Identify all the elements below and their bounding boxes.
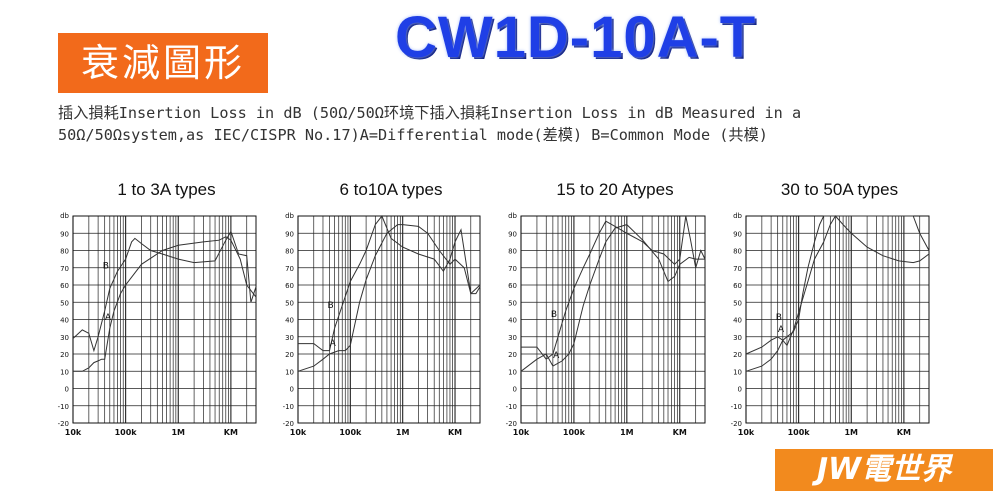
y-tick-label: 50 <box>733 299 742 307</box>
y-tick-label: 60 <box>508 282 517 290</box>
series-line-b <box>745 215 930 355</box>
series-label-a: A <box>105 313 112 323</box>
x-tick-label: KM <box>673 428 687 437</box>
y-tick-label: 10 <box>285 368 294 376</box>
y-tick-label: 30 <box>508 334 517 342</box>
plot-frame <box>297 215 481 424</box>
y-tick-label: -20 <box>283 420 294 428</box>
y-tick-label: 0 <box>65 386 69 394</box>
series-label-b: B <box>551 310 557 320</box>
y-tick-label: 80 <box>733 248 742 256</box>
x-tick-label: 10k <box>513 428 530 437</box>
x-tick-label: 100k <box>115 428 138 437</box>
y-tick-label: 60 <box>733 282 742 290</box>
chart-title-4: 30 to 50A types <box>781 180 898 199</box>
y-tick-label: -10 <box>58 403 69 411</box>
y-tick-label: 50 <box>508 299 517 307</box>
y-tick-label: 40 <box>508 317 517 325</box>
y-tick-label: 90 <box>285 230 294 238</box>
series-label-b: B <box>776 313 782 323</box>
y-tick-label: 80 <box>285 248 294 256</box>
description-line-1: 插入損耗Insertion Loss in dB (50Ω/50Ω环境下插入損耗… <box>58 104 802 122</box>
y-tick-label: 50 <box>285 299 294 307</box>
series-label-a: A <box>330 339 337 349</box>
plot-frame <box>72 215 257 424</box>
y-tick-label: -10 <box>283 403 294 411</box>
series-line-a <box>745 215 930 372</box>
plot-frame <box>520 215 706 424</box>
chart-title-2: 6 to10A types <box>339 180 442 199</box>
y-tick-label: 70 <box>60 265 69 273</box>
y-tick-label: -10 <box>506 403 517 411</box>
title-badge: 衰減圖形 <box>58 33 268 93</box>
y-tick-label: 90 <box>60 230 69 238</box>
y-axis-unit: db <box>733 212 742 220</box>
series-label-b: B <box>327 301 333 311</box>
x-tick-label: KM <box>897 428 911 437</box>
y-tick-label: -20 <box>58 420 69 428</box>
y-tick-label: 70 <box>285 265 294 273</box>
y-tick-label: 10 <box>733 368 742 376</box>
series-line-a <box>520 224 705 372</box>
x-tick-label: 100k <box>563 428 586 437</box>
series-label-a: A <box>778 325 785 335</box>
y-tick-label: -20 <box>731 420 742 428</box>
y-tick-label: 60 <box>60 282 69 290</box>
y-tick-label: 30 <box>60 334 69 342</box>
series-line-a <box>297 224 481 372</box>
y-tick-label: 10 <box>508 368 517 376</box>
series-line-a <box>73 236 257 372</box>
y-tick-label: 40 <box>60 317 69 325</box>
y-tick-label: 90 <box>508 230 517 238</box>
y-tick-label: 20 <box>285 351 294 359</box>
x-tick-label: 1M <box>171 428 185 437</box>
series-label-b: B <box>103 261 109 271</box>
brand-logo: JW電世界 <box>775 449 993 491</box>
chart-title-1: 1 to 3A types <box>117 180 215 199</box>
y-tick-label: 70 <box>508 265 517 273</box>
y-tick-label: 20 <box>60 351 69 359</box>
x-tick-label: 1M <box>620 428 634 437</box>
x-tick-label: 10k <box>738 428 755 437</box>
series-line-b <box>298 215 481 352</box>
y-tick-label: 60 <box>285 282 294 290</box>
y-tick-label: 30 <box>285 334 294 342</box>
x-tick-label: 1M <box>844 428 858 437</box>
y-axis-unit: db <box>60 212 69 220</box>
x-tick-label: KM <box>224 428 238 437</box>
y-tick-label: 40 <box>733 317 742 325</box>
x-tick-label: KM <box>448 428 462 437</box>
y-tick-label: -10 <box>731 403 742 411</box>
y-tick-label: 50 <box>60 299 69 307</box>
y-tick-label: 80 <box>60 248 69 256</box>
description-line-2: 50Ω/50Ωsystem,as IEC/CISPR No.17)A=Diffe… <box>58 126 768 144</box>
y-tick-label: 80 <box>508 248 517 256</box>
y-axis-unit: db <box>285 212 294 220</box>
series-label-a: A <box>553 351 560 361</box>
y-tick-label: 0 <box>290 386 294 394</box>
x-tick-label: 100k <box>788 428 811 437</box>
y-tick-label: 0 <box>738 386 742 394</box>
y-tick-label: 10 <box>60 368 69 376</box>
x-tick-label: 100k <box>339 428 362 437</box>
model-number: CW1D-10A-T <box>395 5 757 70</box>
y-tick-label: 90 <box>733 230 742 238</box>
x-tick-label: 10k <box>65 428 82 437</box>
series-line-b <box>72 230 257 353</box>
y-tick-label: 20 <box>508 351 517 359</box>
y-tick-label: -20 <box>506 420 517 428</box>
y-tick-label: 40 <box>285 317 294 325</box>
y-tick-label: 20 <box>733 351 742 359</box>
x-tick-label: 10k <box>290 428 307 437</box>
y-axis-unit: db <box>508 212 517 220</box>
x-tick-label: 1M <box>396 428 410 437</box>
y-tick-label: 30 <box>733 334 742 342</box>
y-tick-label: 0 <box>513 386 517 394</box>
series-line-b <box>521 215 706 360</box>
y-tick-label: 70 <box>733 265 742 273</box>
chart-title-3: 15 to 20 Atypes <box>556 180 673 199</box>
